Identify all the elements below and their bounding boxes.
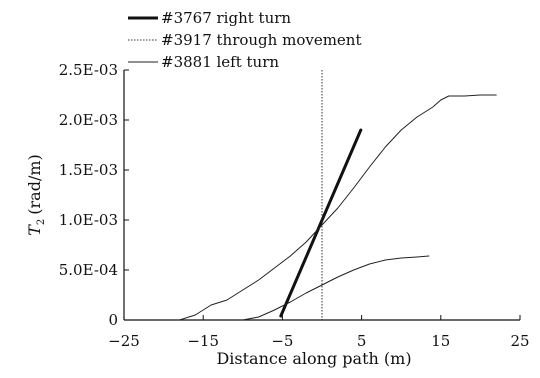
x-tick-label: 5 bbox=[357, 332, 367, 350]
y-tick-label: 1.5E-03 bbox=[59, 161, 118, 179]
x-ticks: −25 −15 −5 5 15 25 bbox=[108, 315, 530, 350]
y-ticks: 0 5.0E-04 1.0E-03 1.5E-03 2.0E-03 2.5E-03 bbox=[59, 61, 129, 329]
series-layer bbox=[178, 94, 497, 321]
y-tick-label: 0 bbox=[108, 311, 118, 329]
x-tick-label: −5 bbox=[271, 332, 293, 350]
y-axis-label-subscript: 2 bbox=[36, 219, 47, 225]
y-tick-label: 2.0E-03 bbox=[59, 111, 118, 129]
series-line-3881-left-turn-2 bbox=[178, 94, 497, 321]
y-axis-label-symbol: T bbox=[25, 224, 44, 236]
legend: #3767 right turn #3917 through movement … bbox=[128, 9, 362, 71]
legend-label-through-movement: #3917 through movement bbox=[161, 31, 362, 49]
series-line-unlabeled-3 bbox=[242, 255, 430, 321]
y-tick-label: 2.5E-03 bbox=[59, 61, 118, 79]
y-axis-label-units: (rad/m) bbox=[25, 154, 44, 214]
x-tick-label: 15 bbox=[431, 332, 450, 350]
x-tick-label: −15 bbox=[187, 332, 219, 350]
y-axis-label: T2 (rad/m) bbox=[25, 154, 47, 236]
x-tick-label: −25 bbox=[108, 332, 140, 350]
x-tick-label: 25 bbox=[510, 332, 529, 350]
x-axis-label: Distance along path (m) bbox=[216, 349, 411, 368]
y-axis-label-text: T2 (rad/m) bbox=[25, 154, 47, 236]
legend-label-left-turn: #3881 left turn bbox=[161, 53, 279, 71]
legend-label-right-turn: #3767 right turn bbox=[161, 9, 291, 27]
y-tick-label: 5.0E-04 bbox=[59, 261, 118, 279]
y-tick-label: 1.0E-03 bbox=[59, 211, 118, 229]
series-line-3767-right-turn-0 bbox=[279, 128, 363, 318]
